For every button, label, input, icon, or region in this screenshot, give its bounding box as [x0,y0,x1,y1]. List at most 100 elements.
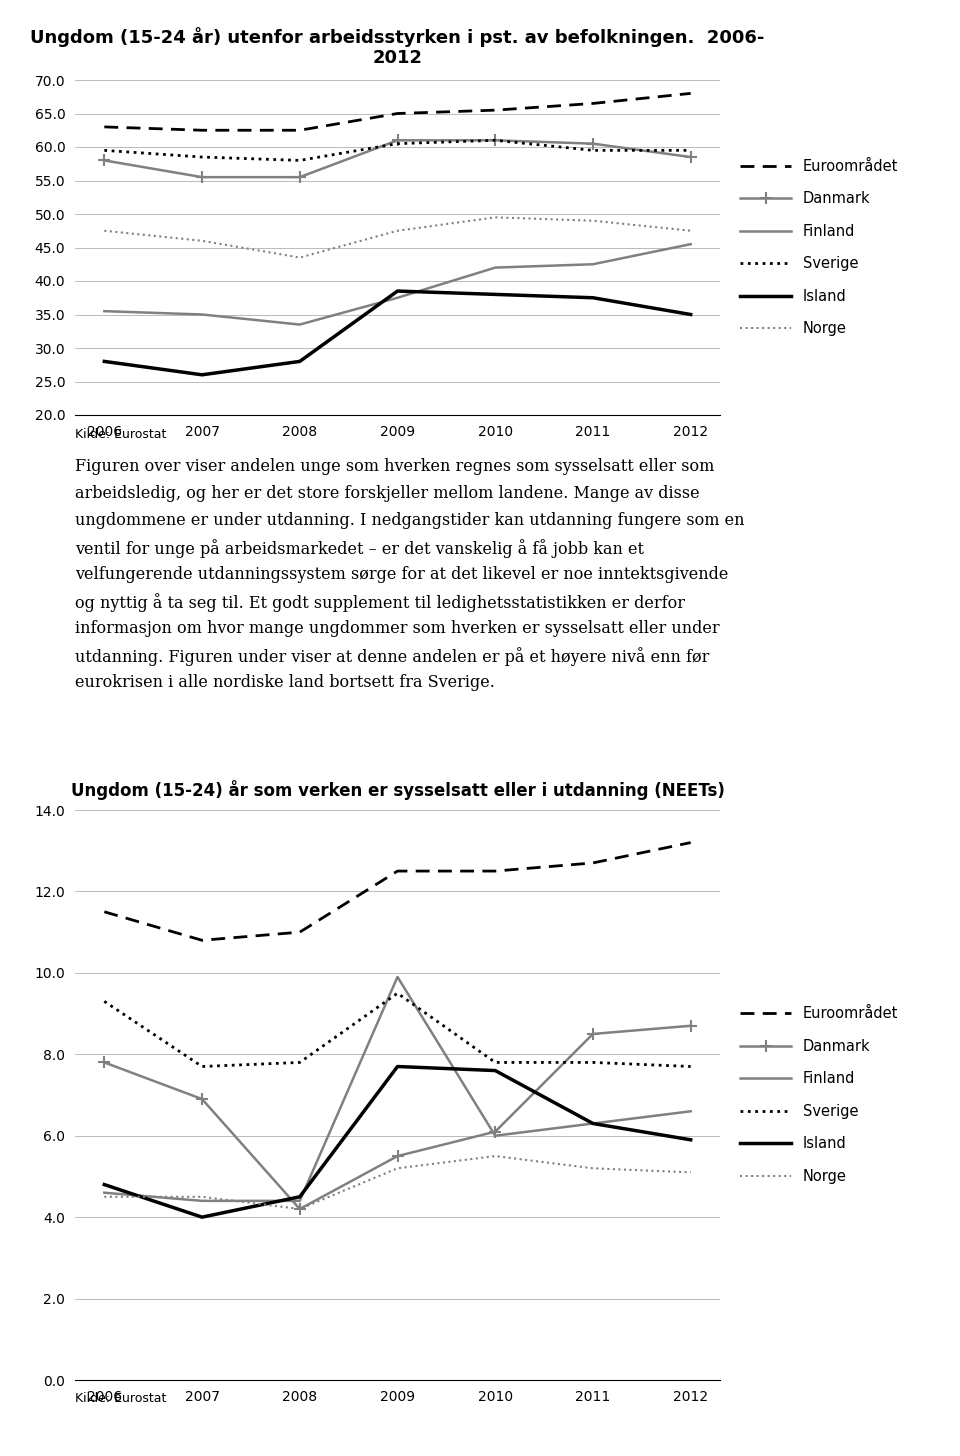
Finland [392,968,403,986]
Island [196,1208,207,1226]
Norge [490,208,501,226]
Text: velfungerende utdanningssystem sørge for at det likevel er noe inntektsgivende: velfungerende utdanningssystem sørge for… [75,566,729,582]
Finland [588,1115,599,1133]
Danmark [392,1147,403,1165]
Island [684,1131,696,1149]
Island [99,352,110,370]
Finland [196,306,207,323]
Norge [684,221,696,239]
Norge [392,221,403,239]
Norge [684,1163,696,1181]
Norge [196,232,207,249]
Finland [684,236,696,253]
Danmark [490,131,501,149]
Norge [588,1159,599,1176]
Sverige [684,141,696,159]
Euroområdet [99,118,110,135]
Island [684,306,696,323]
Sverige [99,993,110,1010]
Danmark [684,1018,696,1035]
Sverige [392,984,403,1002]
Norge [294,249,305,266]
Euroområdet [490,862,501,879]
Danmark [392,131,403,149]
Sverige [294,1054,305,1072]
Finland [294,316,305,333]
Line: Danmark: Danmark [98,134,697,183]
Euroområdet [490,102,501,119]
Title: Ungdom (15-24) år som verken er sysselsatt eller i utdanning (NEETs): Ungdom (15-24) år som verken er sysselsa… [71,780,725,801]
Island [490,1061,501,1079]
Danmark [196,169,207,186]
Text: arbeidsledig, og her er det store forskjeller mellom landene. Mange av disse: arbeidsledig, og her er det store forskj… [75,485,700,502]
Line: Euroområdet: Euroområdet [105,843,690,941]
Title: Ungdom (15-24 år) utenfor arbeidsstyrken i pst. av befolkningen.  2006-
2012: Ungdom (15-24 år) utenfor arbeidsstyrken… [31,26,765,67]
Text: Kilde: Eurostat: Kilde: Eurostat [75,428,166,441]
Sverige [196,149,207,166]
Norge [392,1159,403,1176]
Norge [294,1200,305,1217]
Line: Island: Island [105,291,690,374]
Finland [196,1192,207,1210]
Sverige [196,1057,207,1075]
Line: Sverige: Sverige [105,993,690,1066]
Euroområdet [392,105,403,122]
Danmark [294,169,305,186]
Text: og nyttig å ta seg til. Et godt supplement til ledighetsstatistikken er derfor: og nyttig å ta seg til. Et godt suppleme… [75,593,685,612]
Finland [490,1127,501,1144]
Sverige [490,131,501,149]
Island [99,1176,110,1194]
Island [294,352,305,370]
Legend: Euroområdet, Danmark, Finland, Sverige, Island, Norge: Euroområdet, Danmark, Finland, Sverige, … [740,1006,899,1184]
Island [490,285,501,303]
Finland [588,255,599,272]
Legend: Euroområdet, Danmark, Finland, Sverige, Island, Norge: Euroområdet, Danmark, Finland, Sverige, … [740,159,899,336]
Sverige [392,135,403,153]
Island [588,288,599,306]
Island [588,1115,599,1133]
Finland [684,1102,696,1120]
Euroområdet [196,932,207,949]
Danmark [196,1091,207,1108]
Finland [392,288,403,306]
Euroområdet [196,121,207,138]
Euroområdet [294,923,305,941]
Line: Norge: Norge [105,1156,690,1208]
Island [392,1057,403,1075]
Norge [99,221,110,239]
Sverige [99,141,110,159]
Euroområdet [588,855,599,872]
Text: Kilde: Eurostat: Kilde: Eurostat [75,1392,166,1405]
Euroområdet [588,95,599,112]
Island [196,365,207,383]
Norge [196,1188,207,1206]
Danmark [294,1200,305,1217]
Norge [490,1147,501,1165]
Danmark [99,1054,110,1072]
Euroområdet [99,903,110,920]
Line: Finland: Finland [105,977,690,1201]
Text: eurokrisen i alle nordiske land bortsett fra Sverige.: eurokrisen i alle nordiske land bortsett… [75,674,494,692]
Finland [490,259,501,277]
Text: informasjon om hvor mange ungdommer som hverken er sysselsatt eller under: informasjon om hvor mange ungdommer som … [75,620,720,638]
Sverige [294,151,305,169]
Danmark [490,1123,501,1140]
Danmark [99,151,110,169]
Sverige [588,141,599,159]
Text: ungdommene er under utdanning. I nedgangstider kan utdanning fungere som en: ungdommene er under utdanning. I nedgang… [75,513,745,529]
Euroområdet [294,121,305,138]
Island [294,1188,305,1206]
Text: utdanning. Figuren under viser at denne andelen er på et høyere nivå enn før: utdanning. Figuren under viser at denne … [75,646,709,665]
Sverige [588,1054,599,1072]
Sverige [490,1054,501,1072]
Danmark [588,1025,599,1042]
Euroområdet [392,862,403,879]
Euroområdet [684,834,696,852]
Text: Figuren over viser andelen unge som hverken regnes som sysselsatt eller som: Figuren over viser andelen unge som hver… [75,459,714,475]
Line: Island: Island [105,1066,690,1217]
Sverige [684,1057,696,1075]
Norge [588,213,599,230]
Line: Euroområdet: Euroområdet [105,93,690,130]
Line: Sverige: Sverige [105,140,690,160]
Finland [99,303,110,320]
